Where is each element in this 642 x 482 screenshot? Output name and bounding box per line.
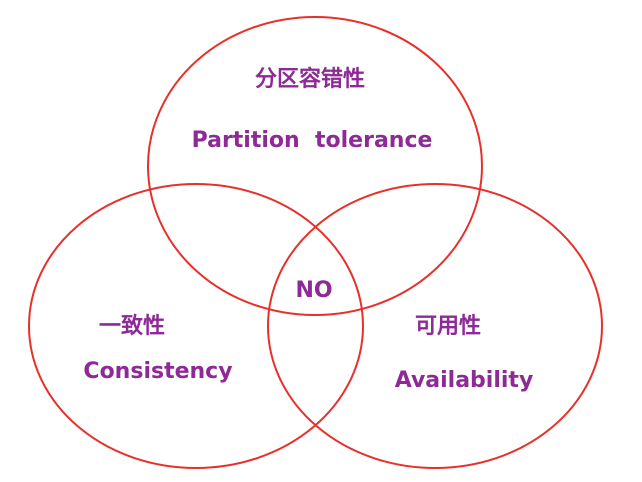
partition-tolerance-en-label: Partition tolerance <box>192 128 433 153</box>
intersection-no-label: NO <box>295 278 332 303</box>
availability-circle <box>267 183 603 469</box>
availability-cn-label: 可用性 <box>415 314 481 339</box>
partition-tolerance-cn-label: 分区容错性 <box>255 66 365 92</box>
availability-en-label: Availability <box>395 368 534 393</box>
consistency-cn-label: 一致性 <box>99 313 165 339</box>
consistency-en-label: Consistency <box>83 359 232 384</box>
partition-tolerance-circle <box>147 16 483 316</box>
consistency-circle <box>28 183 364 469</box>
